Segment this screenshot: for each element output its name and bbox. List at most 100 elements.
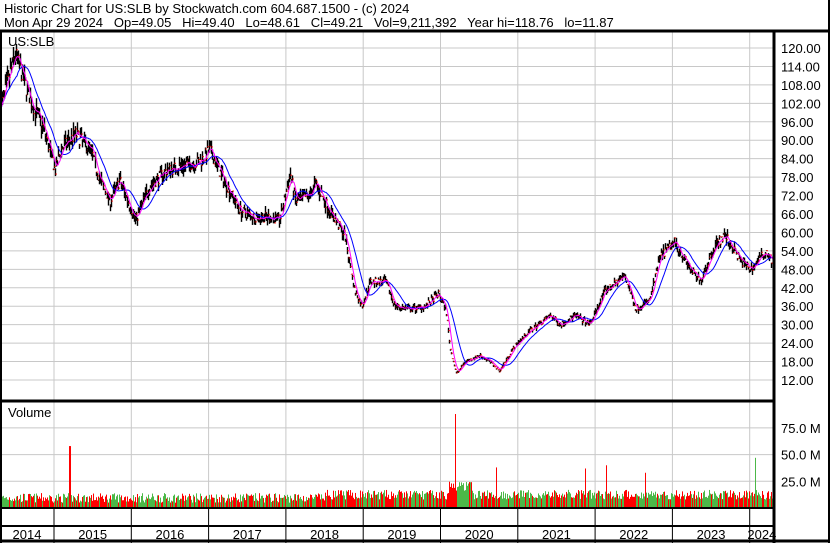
volume-bar [166,498,167,508]
volume-bar [279,494,280,508]
volume-bar [766,497,767,508]
volume-bar [618,498,619,508]
price-tick-label: 30.00 [781,318,814,333]
volume-bar [575,495,576,508]
volume-bar [630,496,631,508]
volume-bar [34,493,35,508]
volume-bar [200,493,201,508]
price-tick-label: 24.00 [781,336,814,351]
volume-bar [345,499,346,508]
volume-bar [532,495,533,508]
volume-bar [196,493,197,508]
volume-bar [332,499,333,508]
volume-bar [371,494,372,508]
volume-bar [29,493,30,508]
volume-bar [120,497,121,508]
volume-bar [339,494,340,508]
volume-bar [365,493,366,508]
volume-bar [241,501,242,508]
volume-bar [238,499,239,508]
volume-bar [116,496,117,508]
volume-bar [146,496,147,508]
volume-bar [408,498,409,508]
volume-bar [71,495,72,508]
volume-bar [497,498,498,508]
volume-bar [614,497,615,508]
volume-bar [499,497,500,508]
volume-bar [177,496,178,508]
volume-bar [503,491,504,508]
year-label: 2022 [619,527,648,542]
volume-bar [80,500,81,508]
volume-bar [306,496,307,508]
volume-bar [87,496,88,508]
volume-bar [158,495,159,508]
volume-bar [446,499,447,508]
volume-bar [453,483,454,508]
volume-bar [754,493,755,508]
volume-bar [167,497,168,508]
volume-bar [10,500,11,508]
volume-bar [348,490,349,508]
volume-bar [700,498,701,508]
volume-bar [748,498,749,508]
volume-bar [394,497,395,508]
volume-bar [212,497,213,508]
price-tick-label: 108.00 [781,78,821,93]
volume-bar [336,496,337,508]
volume-bar [90,497,91,508]
volume-bar [496,467,497,508]
volume-bar [342,495,343,508]
volume-bar [677,495,678,508]
volume-bar [449,481,450,508]
volume-bar [642,498,643,508]
volume-bar [376,494,377,508]
volume-bar [204,497,205,508]
volume-bar [216,494,217,508]
volume-bar [747,492,748,508]
volume-bar [570,493,571,508]
volume-bar [357,498,358,508]
volume-bar [528,490,529,508]
volume-bar [119,494,120,508]
volume-bar [202,502,203,508]
volume-bar [749,491,750,508]
volume-bar [423,499,424,508]
volume-bar [383,492,384,508]
volume-bar [693,494,694,508]
volume-bar [531,493,532,508]
volume-bar [599,491,600,508]
volume-bar [409,496,410,508]
volume-bar [585,468,586,508]
volume-bar [370,497,371,508]
volume-bar [303,495,304,508]
volume-bar [622,493,623,508]
volume-bar [287,494,288,508]
volume-bar [118,502,119,508]
volume-bar [141,496,142,508]
volume-bar [730,490,731,508]
volume-bar [448,492,449,508]
volume-bar [543,493,544,508]
volume-bar [257,500,258,508]
volume-bar [722,499,723,508]
volume-bar [269,493,270,508]
volume-bar [121,495,122,508]
volume-bar [232,500,233,508]
volume-bar [74,497,75,508]
volume-bar [381,491,382,508]
volume-bar [743,495,744,508]
volume-bar [358,497,359,508]
volume-bar [66,497,67,508]
volume-bar [581,490,582,508]
volume-bar [326,496,327,508]
volume-bar [718,498,719,508]
volume-bar [430,490,431,508]
volume-bar [59,496,60,508]
price-tick-label: 120.00 [781,41,821,56]
volume-bar [557,495,558,508]
volume-bar [262,495,263,508]
volume-bar [179,499,180,508]
volume-bar [714,491,715,508]
volume-bar [667,495,668,508]
